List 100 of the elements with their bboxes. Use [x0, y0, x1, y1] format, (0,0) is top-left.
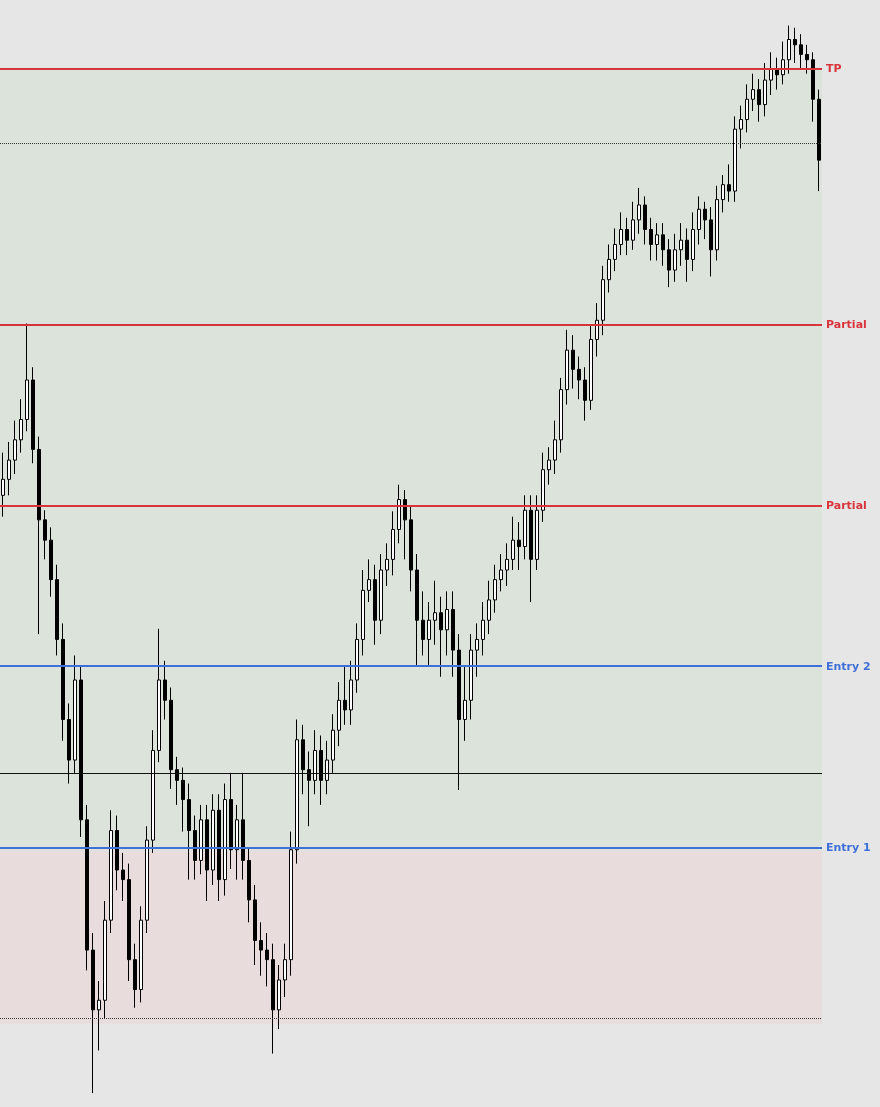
ref-line-label: Partial: [826, 318, 867, 332]
candlestick: [511, 516, 515, 571]
candlestick: [133, 943, 137, 1009]
candlestick: [73, 654, 77, 774]
candlestick: [673, 233, 677, 283]
candlestick: [121, 852, 125, 902]
candlestick: [409, 505, 413, 592]
candlestick: [751, 73, 755, 112]
candlestick: [7, 441, 11, 496]
candlestick: [355, 622, 359, 694]
candlestick: [487, 580, 491, 635]
candlestick: [193, 815, 197, 881]
candlestick: [601, 265, 605, 336]
candlestick: [55, 564, 59, 656]
candlestick: [811, 51, 815, 123]
ref-line-label: Entry 2: [826, 659, 871, 673]
candlestick: [529, 494, 533, 603]
candlestick: [703, 201, 707, 240]
candlestick: [403, 489, 407, 560]
candlestick: [235, 804, 239, 881]
candlestick: [247, 847, 251, 923]
candlestick: [151, 729, 155, 854]
candlestick: [451, 590, 455, 678]
candlestick: [715, 185, 719, 261]
candlestick: [295, 719, 299, 865]
candlestick: [397, 484, 401, 544]
candlestick: [31, 366, 35, 464]
candlestick: [571, 334, 575, 390]
candlestick: [517, 521, 521, 571]
candlestick: [61, 622, 65, 742]
candlestick: [799, 33, 803, 69]
candlestick: [43, 509, 47, 560]
candlestick: [181, 767, 185, 833]
candlestick: [661, 222, 665, 267]
candlestick: [49, 526, 53, 598]
candlestick: [211, 793, 215, 886]
candlestick: [463, 665, 467, 742]
candlestick: [115, 815, 119, 891]
candlestick: [307, 751, 311, 827]
candlestick: [301, 724, 305, 795]
candlestick: [637, 187, 641, 235]
candlestick: [319, 735, 323, 806]
candlestick: [721, 174, 725, 213]
candlestick: [13, 420, 17, 475]
candlestick: [469, 633, 473, 720]
candlestick: [337, 681, 341, 747]
candlestick: [709, 206, 713, 277]
candlestick: [523, 494, 527, 560]
candlestick: [775, 57, 779, 91]
candlestick: [25, 322, 29, 432]
candlestick: [79, 665, 83, 838]
candlestick: [727, 163, 731, 203]
candlestick: [1, 452, 5, 518]
candlestick: [439, 596, 443, 678]
candlestick: [433, 580, 437, 646]
candlestick: [763, 62, 767, 117]
candlestick: [493, 564, 497, 614]
ref-line-label: TP: [826, 61, 842, 75]
candlestick: [541, 452, 545, 523]
candlestick: [229, 772, 233, 870]
candlestick: [733, 115, 737, 203]
candlestick: [415, 553, 419, 667]
candlestick: [163, 660, 167, 720]
candlestick: [325, 740, 329, 795]
candlestick: [589, 324, 593, 411]
candlestick: [757, 78, 761, 123]
candlestick: [607, 243, 611, 293]
candlestick: [385, 542, 389, 587]
candlestick: [559, 377, 563, 454]
candlestick: [343, 665, 347, 726]
candlestick: [349, 660, 353, 726]
candlestick: [577, 356, 581, 400]
candlestick: [685, 227, 689, 283]
candlestick: [175, 756, 179, 806]
candlestick: [391, 510, 395, 576]
candlestick: [379, 553, 383, 635]
candlestick: [289, 831, 293, 977]
candlestick: [223, 783, 227, 897]
candlestick: [625, 217, 629, 256]
candlestick: [817, 89, 821, 192]
candlestick: [361, 569, 365, 656]
candlestick: [91, 932, 95, 1094]
candlestick: [241, 772, 245, 881]
candlestick: [691, 211, 695, 272]
candlestick: [613, 227, 617, 272]
candlestick: [499, 553, 503, 592]
candlestick: [373, 564, 377, 646]
candlestick: [565, 329, 569, 406]
candlestick: [475, 622, 479, 678]
candlestick: [697, 195, 701, 245]
candlestick: [535, 494, 539, 571]
candlestick: [217, 793, 221, 902]
candlestick: [631, 201, 635, 251]
candlestick: [37, 436, 41, 635]
candlestick: [169, 686, 173, 790]
candlestick: [85, 804, 89, 971]
candlestick: [367, 558, 371, 603]
candlestick: [283, 943, 287, 998]
candlestick: [427, 601, 431, 667]
candlestick: [547, 446, 551, 486]
